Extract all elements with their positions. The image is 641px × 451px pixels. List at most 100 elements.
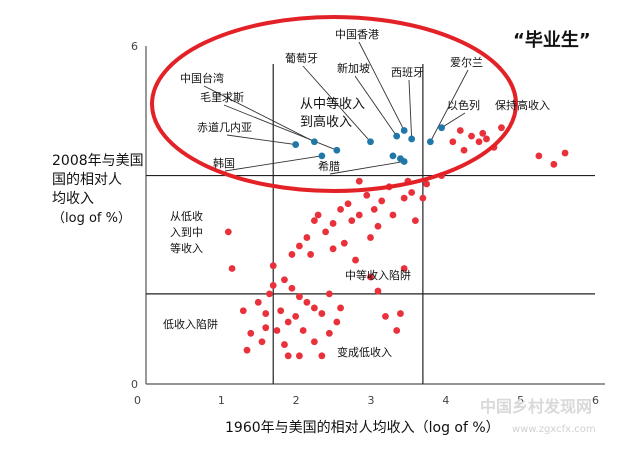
data-point	[333, 318, 341, 326]
data-point	[296, 293, 303, 301]
leader-line	[226, 134, 296, 146]
highlight-point	[397, 155, 404, 163]
leader-line	[329, 161, 405, 175]
country-label: 葡萄牙	[285, 52, 318, 65]
highlight-point	[389, 152, 397, 160]
data-point	[322, 228, 329, 236]
y-axis-title-4: （log of %）	[52, 211, 131, 226]
data-point	[535, 152, 543, 160]
data-point	[374, 287, 382, 295]
data-point	[273, 327, 281, 334]
y-axis-title-1: 2008年与美国	[52, 153, 144, 169]
x-tick-label: 0	[134, 394, 141, 407]
watermark: 中国乡村发现网	[480, 397, 592, 416]
x-tick-label: 4	[442, 394, 449, 407]
data-point	[318, 352, 326, 360]
data-point	[483, 135, 490, 143]
data-point	[288, 251, 296, 258]
data-point	[269, 282, 277, 289]
data-point	[299, 327, 307, 334]
data-point	[374, 222, 382, 230]
region-low-to-mid-3: 等收入	[170, 241, 203, 255]
data-point	[400, 265, 408, 272]
leader-line	[408, 79, 413, 139]
data-point	[239, 307, 247, 315]
country-label: 爱尔兰	[450, 56, 483, 69]
data-point	[284, 318, 292, 326]
data-point	[228, 265, 236, 272]
y-axis-title-3: 均收入	[52, 191, 94, 207]
watermark-url: www.zgxcfx.com	[512, 424, 596, 435]
data-point	[262, 310, 270, 317]
data-point	[329, 245, 337, 253]
data-point	[355, 211, 363, 219]
data-point	[370, 205, 378, 213]
region-middle-trap: 中等收入陷阱	[345, 268, 411, 282]
graduates-badge: “毕业生”	[513, 29, 591, 51]
graduates-ellipse	[150, 15, 518, 193]
leader-line	[358, 41, 405, 131]
data-point	[303, 234, 311, 241]
data-point	[337, 205, 344, 213]
data-point	[419, 194, 427, 202]
data-point	[262, 324, 270, 332]
country-label: 希腊	[318, 159, 340, 173]
data-point	[243, 346, 251, 354]
leader-line	[203, 85, 315, 143]
data-point	[412, 217, 419, 225]
highlight-point	[310, 138, 318, 146]
label-mid-to-high-2: 到高收入	[300, 114, 352, 130]
data-point	[254, 298, 262, 306]
data-point	[393, 327, 401, 334]
highlight-point	[400, 127, 408, 134]
country-label: 赤道几内亚	[197, 120, 252, 134]
data-point	[325, 329, 333, 337]
data-point	[266, 290, 273, 298]
data-point	[389, 211, 397, 219]
data-point	[318, 310, 326, 317]
country-label: 以色列	[447, 98, 480, 112]
highlight-point	[393, 132, 401, 140]
data-point	[363, 191, 371, 199]
data-point	[310, 304, 318, 312]
data-point	[449, 138, 457, 146]
country-label: 新加坡	[337, 61, 370, 75]
country-label: 中国台湾	[180, 71, 224, 85]
data-point	[281, 276, 288, 284]
x-tick-label: 6	[592, 394, 599, 407]
data-point	[400, 194, 408, 202]
data-point	[310, 338, 318, 346]
data-point	[498, 124, 505, 132]
data-point	[344, 200, 352, 208]
data-point	[303, 298, 311, 306]
y-tick-label: 6	[131, 40, 138, 53]
data-point	[296, 242, 303, 250]
leader-line	[224, 155, 322, 172]
country-label: 毛里求斯	[200, 91, 244, 104]
data-point	[340, 239, 348, 247]
x-tick-label: 1	[218, 394, 225, 407]
leader-line	[429, 69, 469, 142]
leader-line	[441, 112, 466, 129]
country-label: 西班牙	[391, 66, 424, 79]
data-point	[284, 352, 292, 360]
highlight-point	[333, 146, 341, 154]
data-point	[258, 338, 266, 346]
data-point	[314, 211, 322, 219]
data-point	[329, 220, 337, 227]
data-point	[367, 234, 374, 241]
y-tick-label: 0	[131, 378, 138, 391]
x-tick-label: 2	[293, 394, 300, 407]
data-point	[292, 313, 300, 320]
data-point	[408, 189, 416, 196]
x-tick-label: 3	[368, 394, 375, 407]
label-mid-to-high-1: 从中等收入	[300, 96, 365, 112]
data-point	[561, 149, 569, 157]
x-axis-title: 1960年与美国的相对人均收入（log of %）	[225, 420, 500, 436]
data-point	[460, 146, 468, 154]
data-point	[337, 304, 344, 312]
data-point	[325, 290, 333, 298]
highlight-point	[367, 138, 374, 146]
data-point	[456, 127, 464, 134]
